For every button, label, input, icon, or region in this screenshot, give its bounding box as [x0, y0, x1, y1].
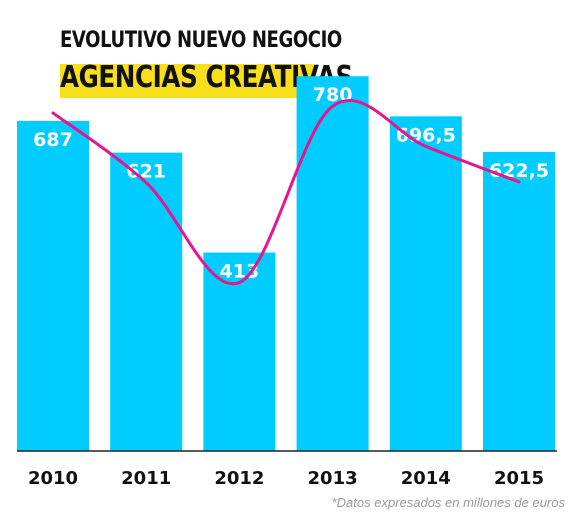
x-tick-label-2011: 2011 — [121, 468, 171, 489]
x-tick-label-2013: 2013 — [308, 468, 358, 489]
x-tick-label-2012: 2012 — [214, 468, 264, 489]
subtitle-highlight — [60, 64, 313, 98]
bar-value-label-2015: 622,5 — [489, 160, 549, 182]
bar-2015 — [483, 151, 555, 451]
bar-value-label-2012: 413 — [220, 261, 260, 283]
bar-value-label-2011: 621 — [126, 161, 166, 183]
bar-2013 — [296, 76, 369, 451]
trend-line — [51, 98, 521, 286]
bar-value-label-2013: 780 — [313, 84, 353, 106]
footnote: *Datos expresados en millones de euros — [331, 495, 565, 510]
bar-2011 — [110, 152, 183, 452]
bar-value-label-2014: 696,5 — [396, 124, 456, 146]
x-tick-label-2015: 2015 — [494, 468, 544, 489]
x-tick-label-2014: 2014 — [401, 468, 451, 489]
x-tick-label-2010: 2010 — [28, 468, 78, 489]
chart-title: EVOLUTIVO NUEVO NEGOCIO — [60, 28, 342, 53]
bar-2012 — [203, 252, 276, 451]
bar-value-label-2010: 687 — [33, 129, 73, 151]
bar-2014 — [389, 116, 462, 451]
bar-2010 — [17, 120, 89, 451]
